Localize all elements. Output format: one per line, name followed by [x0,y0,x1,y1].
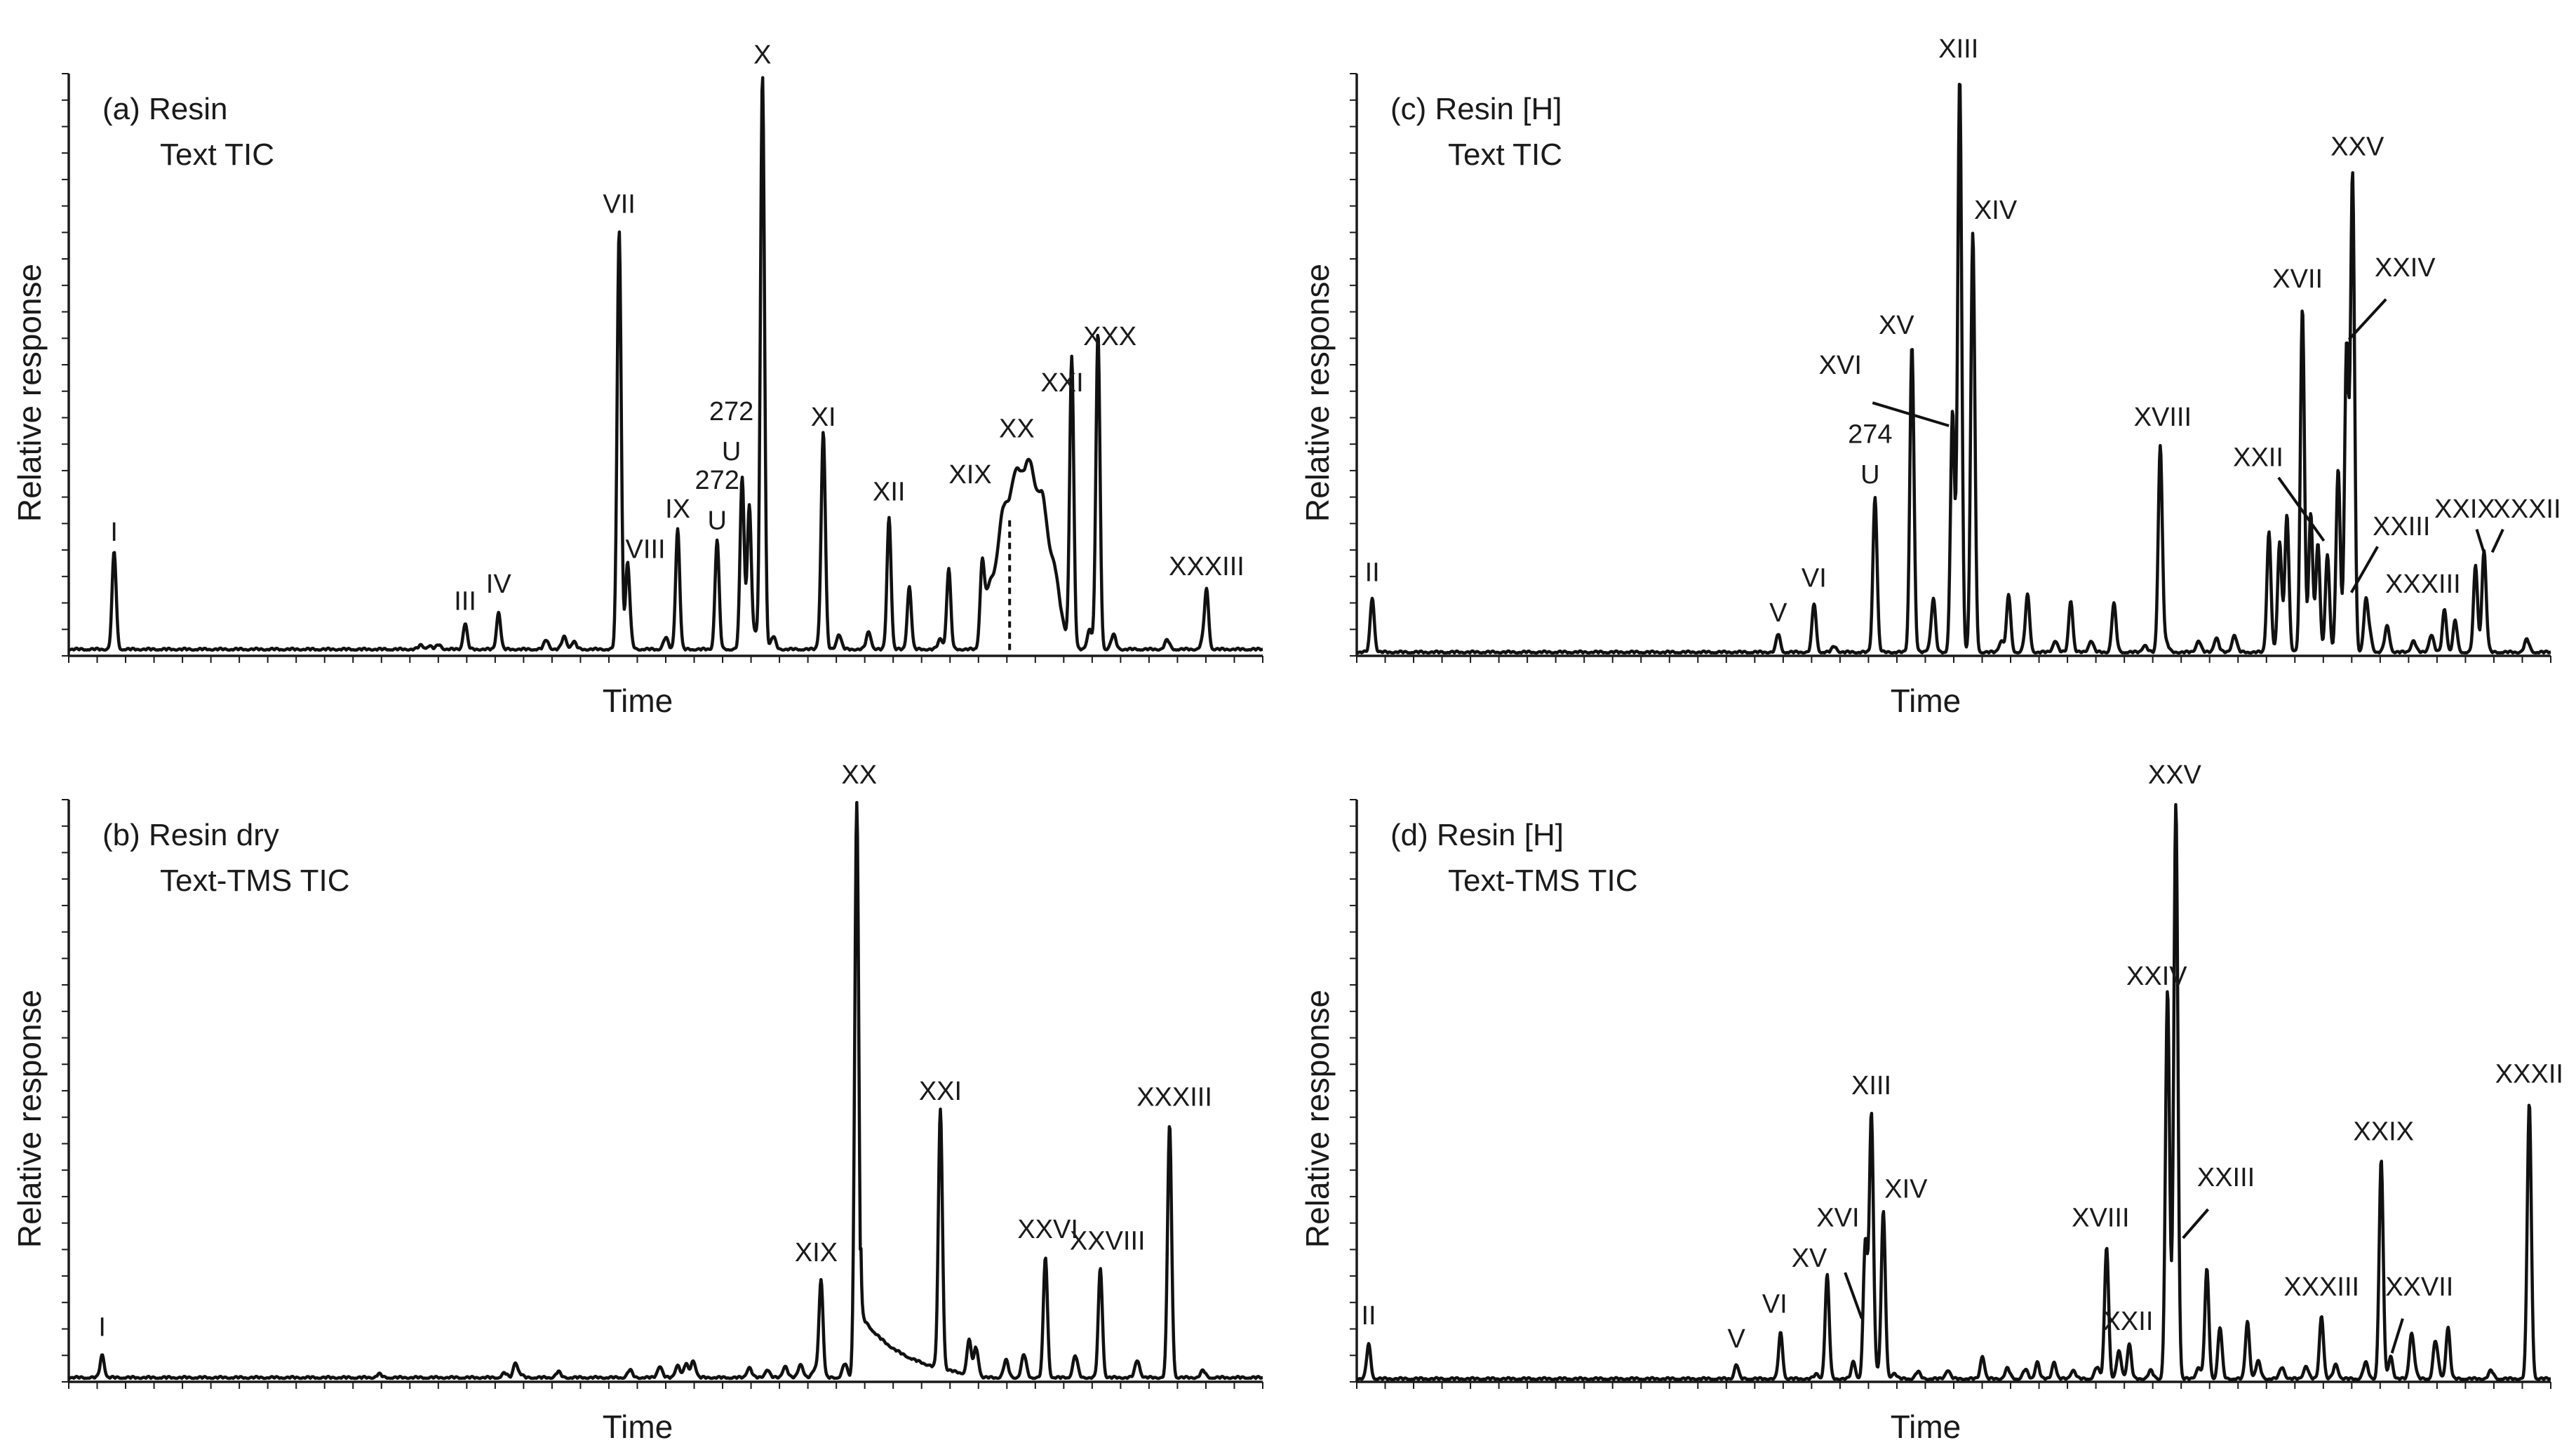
leader-line-xxxii [2490,528,2504,553]
peak-label-272: 272 [695,466,739,495]
x-axis-label: Time [1891,683,1961,719]
peak-label-vi: VI [1802,564,1827,593]
peak-label-xvi: XVI [1816,1204,1859,1233]
peak-label-xx: XX [841,760,877,790]
peak-label-272: 272 [709,397,753,426]
peak-label-xiv: XIV [1974,196,2018,225]
peak-label-ii: II [1365,558,1380,587]
x-axis-label: Time [603,1409,673,1445]
peak-label-xvi: XVI [1819,351,1862,380]
panel-subtitle: Text-TMS TIC [1448,863,1638,898]
panel-a: I III IV VII VIII IX U 272 U 272 X XI XII XIX XX XXI XXX… [0,0,1288,726]
peak-label-xxxiii: XXXIII [1136,1082,1212,1112]
leader-line-xxvii [2390,1318,2404,1354]
peak-label-i: I [110,518,118,547]
leader-line-xxiii [2350,546,2379,593]
peak-label-xxvi: XXVI [1017,1215,1078,1244]
leader-line-xxix [2475,529,2486,553]
panel-d: II V VI XV XVI XIII XIV XVIII XXII XXIV XXV XXIII XX… [1288,726,2576,1452]
peak-label-xviii: XVIII [2134,403,2192,432]
peak-label-xxxiii: XXXIII [1169,552,1245,582]
peak-label-xxi: XXI [1040,368,1083,398]
peak-label-xxiv: XXIV [2375,253,2436,283]
peak-label-xxi: XXI [919,1077,962,1106]
peak-label-xxiii: XXIII [2373,512,2430,542]
peak-label-u: U [722,437,741,466]
tic-trace [1355,82,2552,655]
peak-label-x: X [753,40,771,69]
peak-label-xvii: XVII [2272,264,2323,294]
peak-label-iv: IV [486,570,512,599]
peak-label-xxiii: XXIII [2197,1163,2255,1192]
panel-title: (d) Resin [H] [1390,818,1564,852]
peak-label-xxix: XXIX [2434,495,2495,524]
peak-label-xiv: XIV [1884,1175,1928,1204]
y-axis-label: Relative response [1299,264,1336,522]
peak-label-xxv: XXV [2330,133,2384,162]
peak-label-xxii: XXII [2103,1307,2154,1336]
leader-line-xxiv [2347,298,2387,341]
x-axis-label: Time [1891,1409,1961,1445]
peak-label-i: I [98,1312,106,1342]
peak-label-xix: XIX [795,1238,838,1268]
x-axis-label: Time [603,683,673,719]
peak-label-xxxii: XXXII [2493,495,2561,524]
peak-label-u: U [707,506,726,536]
peak-label-xxxii: XXXII [2495,1060,2563,1089]
peak-label-xiii: XIII [1938,34,1978,64]
panel-title: (a) Resin [102,92,228,126]
peak-label-xxvii: XXVII [2385,1272,2453,1302]
peak-mark-xiii [1959,80,1961,81]
peak-label-vi: VI [1762,1290,1787,1319]
peak-label-v: V [1728,1324,1746,1354]
peak-label-xv: XV [1879,311,1914,340]
peak-label-xix: XIX [948,460,991,490]
panel-subtitle: Text TIC [1448,137,1562,172]
peak-label-u: U [1860,460,1879,490]
peak-label-xii: XII [873,478,905,507]
peak-label-xxxiii: XXXIII [2385,570,2461,599]
peak-label-vii: VII [603,190,635,220]
peak-label-xv: XV [1792,1244,1827,1273]
peak-label-xxiv: XXIV [2126,962,2187,991]
peak-label-viii: VIII [626,535,666,565]
panel-c: II V VI U 274 XV XVI XIII XIV XVIII XVII XXV XXIV XXI… [1288,0,2576,726]
peak-label-xxviii: XXVIII [1070,1226,1146,1256]
leader-line-xvi [1872,401,1950,427]
peak-label-v: V [1769,598,1787,628]
y-axis-label: Relative response [1299,990,1336,1248]
peak-label-xxxiii: XXXIII [2283,1272,2359,1302]
leader-line-xxii [2277,476,2326,542]
panel-b: I XIX XX XXI XXVI XXVIII XXXIII (b) Resin dry Te… [0,726,1288,1452]
peak-label-xxx: XXX [1083,322,1136,351]
panel-subtitle: Text-TMS TIC [160,863,350,898]
leader-line-xxiii [2182,1208,2210,1239]
peak-label-ix: IX [665,495,690,524]
tic-trace [1355,802,2552,1381]
panel-title: (b) Resin dry [102,818,279,852]
peak-label-xxix: XXIX [2353,1117,2414,1147]
tic-trace [67,800,1264,1380]
peak-label-ii: II [1361,1301,1376,1331]
peak-label-xviii: XVIII [2072,1204,2129,1233]
peak-label-xxv: XXV [2148,760,2202,790]
chromatogram-c: II V VI U 274 XV XVI XIII XIV XVIII XVII XXV XXIV XXI… [1299,34,2561,719]
peak-label-274: 274 [1848,420,1892,450]
peak-label-iii: III [454,586,476,616]
panel-subtitle: Text TIC [160,137,274,172]
y-axis-label: Relative response [11,264,48,522]
panel-title: (c) Resin [H] [1390,92,1562,126]
tic-trace [67,76,1264,652]
y-axis-label: Relative response [11,990,48,1248]
peak-label-xxii: XXII [2233,443,2283,472]
leader-line-xvi [1844,1272,1863,1319]
peak-label-xiii: XIII [1851,1071,1891,1101]
peak-label-xx: XX [999,414,1035,443]
peak-label-xi: XI [811,403,836,432]
